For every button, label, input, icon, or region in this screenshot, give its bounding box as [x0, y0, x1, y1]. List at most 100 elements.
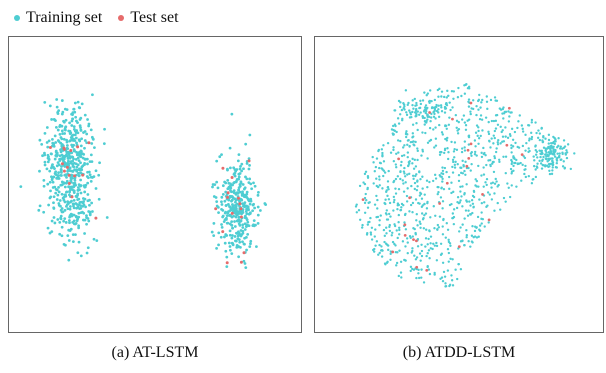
training-point — [407, 160, 411, 164]
training-point — [386, 141, 390, 145]
training-point — [558, 154, 561, 158]
training-point — [241, 240, 244, 244]
training-point — [564, 153, 568, 156]
training-point — [430, 112, 433, 116]
training-point — [65, 146, 69, 150]
training-point — [383, 234, 387, 238]
training-point — [83, 218, 87, 222]
training-point — [75, 195, 79, 199]
training-point — [524, 133, 527, 137]
training-point — [59, 214, 63, 218]
training-point — [395, 152, 398, 155]
training-point — [380, 245, 383, 248]
training-point — [75, 168, 79, 172]
training-point — [455, 148, 459, 152]
training-point — [408, 109, 411, 112]
training-point — [491, 160, 495, 164]
training-point — [551, 166, 554, 169]
training-point — [512, 164, 515, 168]
training-point — [245, 190, 249, 194]
training-point — [81, 204, 85, 208]
training-point — [385, 213, 388, 216]
training-point — [550, 157, 554, 160]
training-point — [243, 201, 247, 205]
training-point — [467, 98, 471, 101]
training-point — [439, 196, 443, 199]
test-point — [408, 196, 412, 200]
training-point — [59, 141, 63, 145]
training-point — [504, 200, 507, 203]
training-point — [482, 152, 486, 156]
training-point — [551, 162, 554, 166]
training-point — [211, 185, 214, 189]
training-point — [399, 208, 403, 212]
training-point — [414, 104, 417, 107]
training-point — [45, 126, 49, 129]
training-point — [228, 229, 232, 233]
training-point — [440, 106, 443, 109]
training-point — [379, 249, 383, 252]
training-point — [42, 178, 46, 182]
training-point — [487, 132, 491, 136]
training-point — [234, 200, 237, 204]
training-point — [415, 188, 419, 192]
training-point — [447, 240, 451, 244]
training-point — [69, 176, 73, 179]
training-point — [523, 156, 527, 160]
training-point — [488, 193, 491, 196]
training-point — [246, 220, 250, 224]
training-point — [391, 231, 394, 234]
training-point — [381, 168, 384, 171]
training-point — [415, 122, 418, 125]
training-point — [247, 208, 250, 212]
training-point — [415, 219, 418, 222]
training-point — [530, 137, 533, 141]
training-point — [50, 118, 53, 121]
training-point — [381, 155, 384, 158]
test-point — [65, 165, 69, 169]
training-point — [241, 223, 245, 227]
test-point — [94, 216, 98, 220]
training-point — [480, 118, 484, 121]
training-point — [404, 212, 407, 216]
training-point — [74, 157, 78, 161]
test-point — [67, 182, 71, 185]
training-point — [436, 228, 439, 231]
training-point — [102, 142, 106, 146]
training-point — [86, 162, 89, 166]
training-point — [231, 234, 234, 237]
training-point — [246, 224, 250, 227]
training-point — [439, 253, 443, 257]
training-point — [535, 150, 539, 154]
training-point — [452, 150, 456, 153]
training-point — [462, 114, 466, 117]
legend-item-training: Training set — [14, 9, 102, 27]
training-point — [524, 149, 527, 152]
training-point — [216, 186, 220, 190]
training-point — [386, 194, 389, 198]
training-point — [383, 262, 387, 265]
training-point — [530, 182, 534, 185]
training-point — [478, 117, 482, 121]
training-point — [562, 146, 566, 150]
test-point — [239, 215, 243, 219]
training-point — [389, 252, 392, 256]
training-point — [412, 268, 416, 271]
training-point — [241, 229, 245, 233]
training-point — [471, 211, 474, 215]
training-point — [485, 95, 488, 98]
training-point — [468, 200, 471, 203]
training-point — [421, 114, 424, 118]
training-point — [400, 276, 403, 279]
training-point — [485, 163, 488, 167]
training-point — [496, 143, 500, 146]
training-point — [467, 143, 471, 146]
training-point — [477, 98, 481, 102]
training-point — [463, 84, 466, 87]
training-point — [431, 247, 434, 251]
training-point — [477, 185, 480, 188]
training-point — [83, 113, 87, 117]
training-point — [508, 115, 511, 118]
training-point — [392, 195, 396, 199]
training-point — [386, 185, 390, 189]
